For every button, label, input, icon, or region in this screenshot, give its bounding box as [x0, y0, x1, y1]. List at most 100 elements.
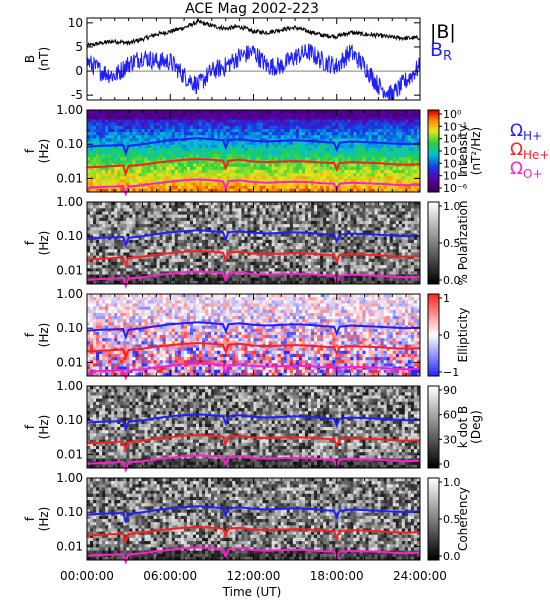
y-tick-label: 0.01 — [56, 539, 83, 553]
gyrofreq-line-1 — [86, 413, 421, 433]
y-tick-label: 10 — [68, 16, 83, 30]
colorbar-tick-label: 0.0 — [443, 550, 461, 563]
y-tick-label: 1.00 — [56, 195, 83, 209]
colorbar-label: Ellipticity — [456, 308, 470, 363]
y-axis-unit: (Hz) — [37, 323, 51, 348]
y-tick-label: 1.00 — [56, 103, 83, 117]
panel-frame — [86, 17, 421, 101]
y-axis-label: f — [23, 332, 37, 337]
y-tick-label: -5 — [71, 88, 83, 102]
colorbar-label: (Deg) — [469, 410, 483, 444]
colorbar-tick-label: 10⁻⁴ — [443, 157, 468, 170]
y-tick-label: 0.01 — [56, 447, 83, 461]
gyrofreq-line-1 — [86, 229, 421, 249]
colorbar-tick-label: 10⁰ — [443, 108, 462, 121]
colorbar-tick-label: 1 — [443, 292, 450, 305]
y-tick-label: 0.10 — [56, 229, 83, 243]
y-axis-unit: (nT) — [37, 47, 51, 71]
gyrofreq-line-2 — [86, 249, 421, 269]
colorbar-tick-label: 10⁻¹ — [443, 120, 467, 133]
legend-entry-2: ΩHe+ — [510, 140, 549, 162]
gyrofreq-line-1 — [86, 137, 421, 157]
colorbar-tick-label: 0.0 — [443, 274, 461, 287]
colorbar-tick-label: 60 — [443, 409, 457, 422]
colorbar-3: 1.0 0.5 0.0% Polarization — [427, 200, 470, 287]
colorbar-label: k dot B — [456, 406, 470, 448]
y-axis-unit: (Hz) — [37, 415, 51, 440]
panel-4: 1 0 −1 Ellipticity 1.00 0.10 0.01 f (Hz) — [23, 287, 470, 381]
y-tick-label: 0.10 — [56, 413, 83, 427]
y-tick-label: 1.00 — [56, 379, 83, 393]
legend-symbol: Ω — [510, 159, 523, 179]
legend-entry-1: |B| — [430, 21, 456, 43]
colorbar-4: 1 0 −1 Ellipticity — [427, 292, 470, 379]
colorbar-tick-label: 0 — [443, 458, 450, 471]
spectrogram-6 — [87, 478, 421, 561]
y-tick-label: 0 — [75, 64, 83, 78]
gyrofreq-line-2 — [86, 157, 421, 177]
colorbar-tick-label: −1 — [443, 366, 459, 379]
x-axis-label: Time (UT) — [222, 585, 282, 599]
y-axis-label: f — [23, 240, 37, 245]
series-line-1 — [86, 18, 421, 49]
x-tick-label: 24:00:00 — [393, 569, 447, 583]
legend-subscript: H+ — [523, 129, 542, 143]
chart-title: ACE Mag 2002-223 — [185, 1, 319, 17]
gyrofreq-line-3 — [86, 546, 421, 565]
series-line-2 — [86, 43, 421, 101]
colorbar-tick-label: 1.0 — [443, 200, 461, 213]
colorbar-label: (nT²/Hz) — [469, 127, 483, 175]
gyrofreq-line-2 — [86, 341, 421, 361]
y-tick-label: 0.01 — [56, 263, 83, 277]
colorbar-tick-label: 0 — [443, 329, 450, 342]
gyrofreq-line-1 — [86, 505, 421, 525]
colorbar-tick-label: 10⁻² — [443, 133, 467, 146]
y-tick-label: 5 — [75, 40, 83, 54]
y-tick-label: 0.10 — [56, 321, 83, 335]
y-axis-label: f — [23, 424, 37, 429]
panel-5: 90 60 30 0 k dot B (Deg) 1.00 0.10 0.01 f (Hz) — [23, 379, 483, 473]
colorbar-label: % Polarization — [456, 201, 470, 286]
gyrofreq-line-3 — [86, 270, 421, 289]
y-axis-unit: (Hz) — [37, 507, 51, 532]
gyrofreq-line-1 — [86, 321, 421, 341]
y-axis-label: f — [23, 148, 37, 153]
x-tick-label: 06:00:00 — [143, 569, 197, 583]
colorbar-tick-label: 10⁻³ — [443, 145, 467, 158]
colorbar-label: Intensity — [456, 125, 470, 177]
gyrofreq-line-3 — [86, 454, 421, 473]
y-tick-label: 1.00 — [56, 287, 83, 301]
legend-symbol: Ω — [510, 140, 523, 160]
colorbar-tick-label: 1.0 — [443, 476, 461, 489]
y-tick-label: 0.01 — [56, 355, 83, 369]
gyrofreq-line-2 — [86, 433, 421, 453]
colorbar-tick-label: 0.5 — [443, 237, 461, 250]
colorbar-tick-label: 90 — [443, 384, 457, 397]
colorbar-tick-label: 10⁻⁵ — [443, 170, 467, 183]
y-tick-label: 1.00 — [56, 471, 83, 485]
colorbar-tick-label: 0.5 — [443, 513, 461, 526]
y-axis-unit: (Hz) — [37, 231, 51, 256]
legend-entry-1: ΩH+ — [510, 121, 542, 143]
colorbar-label: Coherency — [456, 487, 470, 551]
y-axis-label: f — [23, 516, 37, 521]
y-tick-label: 0.01 — [56, 171, 83, 185]
legend-entry-3: ΩO+ — [510, 159, 543, 181]
y-axis-label: B — [23, 55, 37, 63]
panel-1: |B|BR 10 5 0 -5 B (nT) — [23, 16, 456, 102]
gyrofreq-line-3 — [86, 178, 421, 197]
gyrofreq-line-2 — [86, 525, 421, 545]
colorbar-frame — [427, 385, 440, 469]
spectrogram-3 — [87, 202, 421, 285]
legend-entry-2: BR — [430, 39, 452, 64]
colorbar-tick-label: 10⁻⁶ — [443, 182, 468, 195]
spectrogram-5 — [87, 386, 421, 469]
legend-subscript: He+ — [523, 148, 549, 162]
panel-3: 1.0 0.5 0.0% Polarization 1.00 0.10 0.01 f (Hz) — [23, 195, 470, 289]
y-tick-label: 0.10 — [56, 505, 83, 519]
